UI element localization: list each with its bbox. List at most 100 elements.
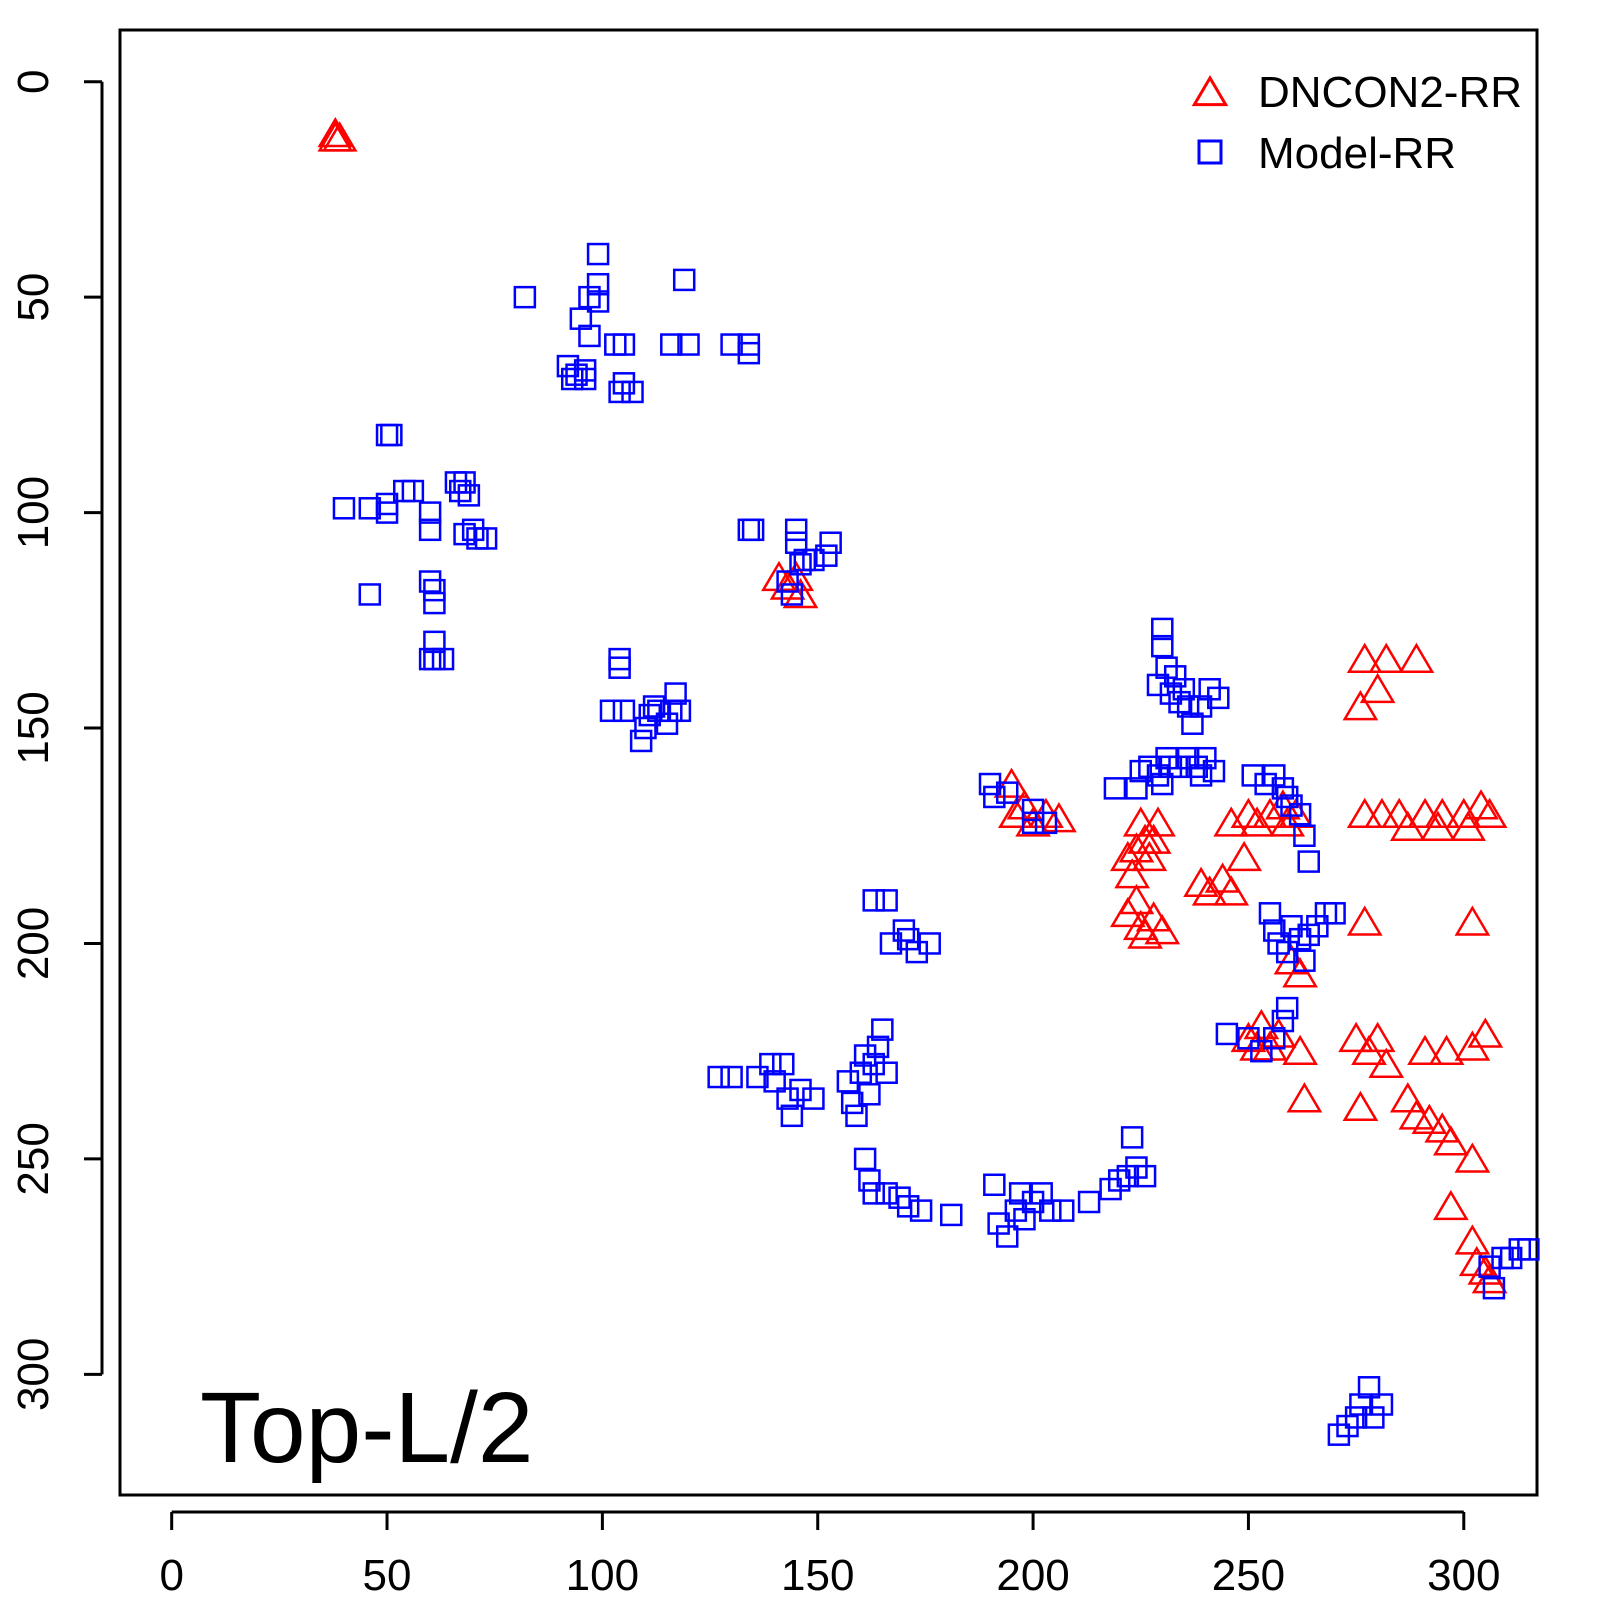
data-point-square [604,333,627,356]
data-point-square [892,919,916,942]
data-point-triangle [1432,1189,1469,1221]
data-point-square [1202,759,1226,783]
data-point-square [983,785,1006,809]
data-point-square [1176,746,1200,770]
data-point-square [845,1104,868,1128]
data-point-triangle [1420,810,1456,841]
data-point-square [815,544,838,567]
data-point-triangle [1342,1090,1379,1122]
data-point-triangle [1144,914,1181,945]
data-point-square [668,699,692,723]
data-point-square [1275,940,1299,964]
data-point-square [1499,1246,1523,1270]
data-point-square [672,268,696,292]
data-point-square [1357,1376,1381,1399]
x-tick-label: 50 [363,1551,412,1600]
data-point-triangle [1389,1082,1426,1113]
data-point-square [1288,802,1312,826]
data-point-square [1034,811,1058,835]
data-point-triangle [1407,797,1443,829]
data-point-square [1004,1199,1028,1222]
data-point-square [1241,764,1264,787]
data-point-square [1172,678,1196,701]
data-point-square [802,1087,825,1110]
data-point-triangle [1471,797,1508,829]
data-point-square [1263,1027,1286,1050]
data-point-triangle [1463,789,1499,820]
data-point-square [789,1078,812,1102]
data-point-square [1297,923,1320,947]
data-point-triangle [1118,883,1155,915]
y-tick-label: 250 [9,1122,58,1195]
data-point-square [1215,1022,1239,1046]
data-point-square [1478,1255,1501,1278]
data-point-square [453,471,476,494]
data-point-triangle [1114,858,1151,889]
data-point-triangle [1260,1017,1297,1048]
data-point-square [1237,1027,1260,1050]
data-point-square [375,501,399,524]
data-point-triangle [1398,1099,1435,1130]
data-point-triangle [782,577,819,609]
data-point-square [1181,712,1204,735]
data-point-square [1051,1199,1075,1222]
data-point-square [784,531,808,554]
data-point-triangle [1342,690,1379,721]
data-point-triangle [1135,823,1172,854]
data-point-square [418,501,442,524]
data-point-square [875,1182,898,1205]
data-point-square [707,1065,730,1089]
data-point-square [995,1225,1019,1248]
data-point-triangle [1230,797,1267,829]
data-point-square [664,682,687,705]
data-point-square [862,1182,885,1205]
legend-label-dncon2-rr: DNCON2-RR [1258,68,1522,117]
data-point-triangle [1131,840,1168,872]
data-point-triangle [1445,797,1482,829]
data-point-triangle [1140,806,1176,837]
data-point-square [612,333,636,356]
data-point-square [358,583,382,606]
data-point-square [1267,932,1290,955]
data-point-square [612,372,636,395]
data-point-square [918,932,941,955]
data-point-square [1129,759,1153,783]
data-point-square [1099,1177,1122,1201]
data-point-square [586,290,610,313]
x-axis: 0 50 100 150 200 250 300 [159,1510,1500,1600]
data-point-square [1146,673,1170,697]
data-point-square [647,699,670,723]
data-point-square [599,699,623,723]
data-point-square [780,583,804,606]
data-point-square [1314,902,1338,925]
data-point-square [737,518,761,542]
data-point-square [763,1070,786,1093]
data-point-triangle [1118,832,1155,863]
data-point-square [1125,1156,1148,1179]
data-point-square [612,699,636,723]
data-point-triangle [1368,642,1405,673]
data-point-square [444,471,468,494]
data-point-triangle [1432,1125,1469,1156]
data-point-square [423,578,446,602]
data-point-square [1263,764,1286,787]
data-point-square [896,927,920,951]
data-point-square [423,630,446,654]
data-point-triangle [1213,806,1250,837]
data-point-square [431,647,455,671]
data-point-square [634,716,657,740]
data-point-square [858,1169,881,1192]
data-point-square [1013,1207,1036,1231]
data-point-square [578,324,601,348]
data-point-square [1517,1238,1540,1261]
data-point-square [849,1061,873,1084]
data-point-square [423,591,446,615]
data-point-triangle [1286,1082,1323,1113]
series-dncon2-rr [317,116,1508,1294]
data-point-square [1306,914,1329,938]
y-tick-label: 0 [9,69,58,93]
plot-border [118,28,1539,1497]
data-point-triangle [1252,797,1288,829]
data-point-square [1077,1190,1101,1214]
y-tick-label: 300 [9,1338,58,1411]
